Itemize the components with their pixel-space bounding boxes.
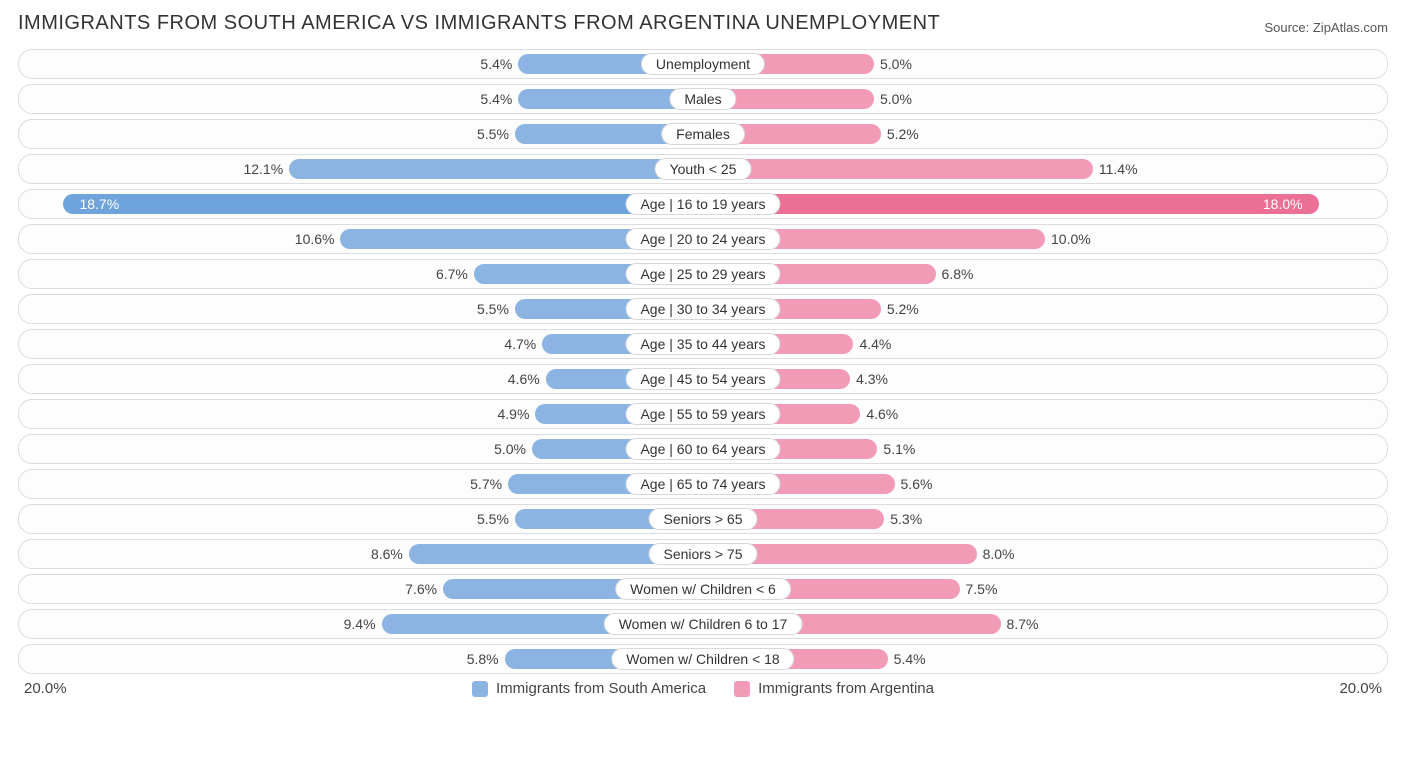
value-label-right: 10.0% — [1045, 231, 1097, 247]
value-label-right: 5.0% — [874, 91, 918, 107]
category-label: Seniors > 65 — [649, 508, 758, 530]
chart-row: 5.4% 5.0% Unemployment — [18, 49, 1388, 79]
category-label: Women w/ Children < 18 — [611, 648, 794, 670]
category-label: Age | 25 to 29 years — [625, 263, 780, 285]
diverging-bar-chart: 5.4% 5.0% Unemployment 5.4% 5.0% Males 5.5% 5.2… — [18, 49, 1388, 674]
source-prefix: Source: — [1264, 20, 1312, 35]
chart-row: 18.7% 18.0% Age | 16 to 19 years — [18, 189, 1388, 219]
value-label-right: 8.7% — [1001, 616, 1045, 632]
category-label: Age | 65 to 74 years — [625, 473, 780, 495]
value-label-right: 5.4% — [888, 651, 932, 667]
axis-max-left: 20.0% — [18, 680, 67, 697]
bar-right: 18.0% — [703, 194, 1319, 214]
category-label: Age | 35 to 44 years — [625, 333, 780, 355]
category-label: Women w/ Children 6 to 17 — [604, 613, 803, 635]
value-label-left: 9.4% — [338, 616, 382, 632]
chart-row: 5.7% 5.6% Age | 65 to 74 years — [18, 469, 1388, 499]
chart-row: 12.1%11.4%Youth < 25 — [18, 154, 1388, 184]
chart-row: 4.6% 4.3% Age | 45 to 54 years — [18, 364, 1388, 394]
axis-max-right: 20.0% — [1339, 680, 1388, 697]
chart-row: 9.4% 8.7% Women w/ Children 6 to 17 — [18, 609, 1388, 639]
category-label: Females — [661, 123, 745, 145]
source-attribution: Source: ZipAtlas.com — [1264, 20, 1388, 35]
chart-row: 4.9% 4.6% Age | 55 to 59 years — [18, 399, 1388, 429]
category-label: Seniors > 75 — [649, 543, 758, 565]
chart-title: IMMIGRANTS FROM SOUTH AMERICA VS IMMIGRA… — [18, 12, 940, 35]
value-label-left: 5.5% — [471, 301, 515, 317]
value-label-right: 5.3% — [884, 511, 928, 527]
chart-row: 5.5% 5.2% Females — [18, 119, 1388, 149]
value-label-right: 6.8% — [936, 266, 980, 282]
value-label-left: 5.8% — [461, 651, 505, 667]
chart-row: 8.6% 8.0% Seniors > 75 — [18, 539, 1388, 569]
category-label: Unemployment — [641, 53, 765, 75]
category-label: Women w/ Children < 6 — [615, 578, 791, 600]
category-label: Age | 30 to 34 years — [625, 298, 780, 320]
value-label-left: 7.6% — [399, 581, 443, 597]
value-label-right: 5.1% — [877, 441, 921, 457]
value-label-left: 5.5% — [471, 126, 515, 142]
category-label: Age | 45 to 54 years — [625, 368, 780, 390]
legend-label-left: Immigrants from South America — [496, 680, 706, 697]
value-label-left: 5.5% — [471, 511, 515, 527]
value-label-right: 4.3% — [850, 371, 894, 387]
value-label-right: 7.5% — [960, 581, 1004, 597]
category-label: Age | 16 to 19 years — [625, 193, 780, 215]
value-label-right: 8.0% — [977, 546, 1021, 562]
category-label: Age | 20 to 24 years — [625, 228, 780, 250]
source-name: ZipAtlas.com — [1313, 20, 1388, 35]
value-label-left: 5.0% — [488, 441, 532, 457]
bar-left: 18.7% — [63, 194, 703, 214]
value-label-left: 6.7% — [430, 266, 474, 282]
bar-left: 12.1% — [289, 159, 703, 179]
chart-row: 5.5% 5.3% Seniors > 65 — [18, 504, 1388, 534]
value-label-left: 5.4% — [474, 56, 518, 72]
chart-row: 5.4% 5.0% Males — [18, 84, 1388, 114]
value-label-right: 11.4% — [1093, 161, 1144, 177]
value-label-left: 4.7% — [498, 336, 542, 352]
value-label-right: 5.0% — [874, 56, 918, 72]
chart-row: 7.6% 7.5% Women w/ Children < 6 — [18, 574, 1388, 604]
legend-item-left: Immigrants from South America — [472, 680, 706, 697]
legend-label-right: Immigrants from Argentina — [758, 680, 934, 697]
category-label: Age | 55 to 59 years — [625, 403, 780, 425]
value-label-left: 4.9% — [492, 406, 536, 422]
chart-row: 5.0% 5.1% Age | 60 to 64 years — [18, 434, 1388, 464]
chart-row: 5.5% 5.2% Age | 30 to 34 years — [18, 294, 1388, 324]
value-label-left: 4.6% — [502, 371, 546, 387]
value-label-right: 5.2% — [881, 301, 925, 317]
value-label-left: 12.1% — [237, 161, 289, 177]
value-label-right: 4.6% — [860, 406, 904, 422]
value-label-left: 8.6% — [365, 546, 409, 562]
legend-swatch-right — [734, 681, 750, 697]
chart-row: 5.8% 5.4% Women w/ Children < 18 — [18, 644, 1388, 674]
value-label-left: 5.7% — [464, 476, 508, 492]
category-label: Males — [669, 88, 736, 110]
chart-row: 6.7% 6.8% Age | 25 to 29 years — [18, 259, 1388, 289]
bar-right: 11.4% — [703, 159, 1093, 179]
value-label-left: 18.7% — [73, 196, 125, 212]
value-label-left: 5.4% — [474, 91, 518, 107]
category-label: Youth < 25 — [655, 158, 752, 180]
legend-item-right: Immigrants from Argentina — [734, 680, 934, 697]
value-label-right: 18.0% — [1257, 196, 1309, 212]
value-label-right: 4.4% — [853, 336, 897, 352]
value-label-right: 5.6% — [895, 476, 939, 492]
chart-row: 4.7% 4.4% Age | 35 to 44 years — [18, 329, 1388, 359]
chart-row: 10.6% 10.0% Age | 20 to 24 years — [18, 224, 1388, 254]
value-label-left: 10.6% — [289, 231, 341, 247]
value-label-right: 5.2% — [881, 126, 925, 142]
chart-legend: Immigrants from South America Immigrants… — [67, 680, 1340, 697]
category-label: Age | 60 to 64 years — [625, 438, 780, 460]
legend-swatch-left — [472, 681, 488, 697]
